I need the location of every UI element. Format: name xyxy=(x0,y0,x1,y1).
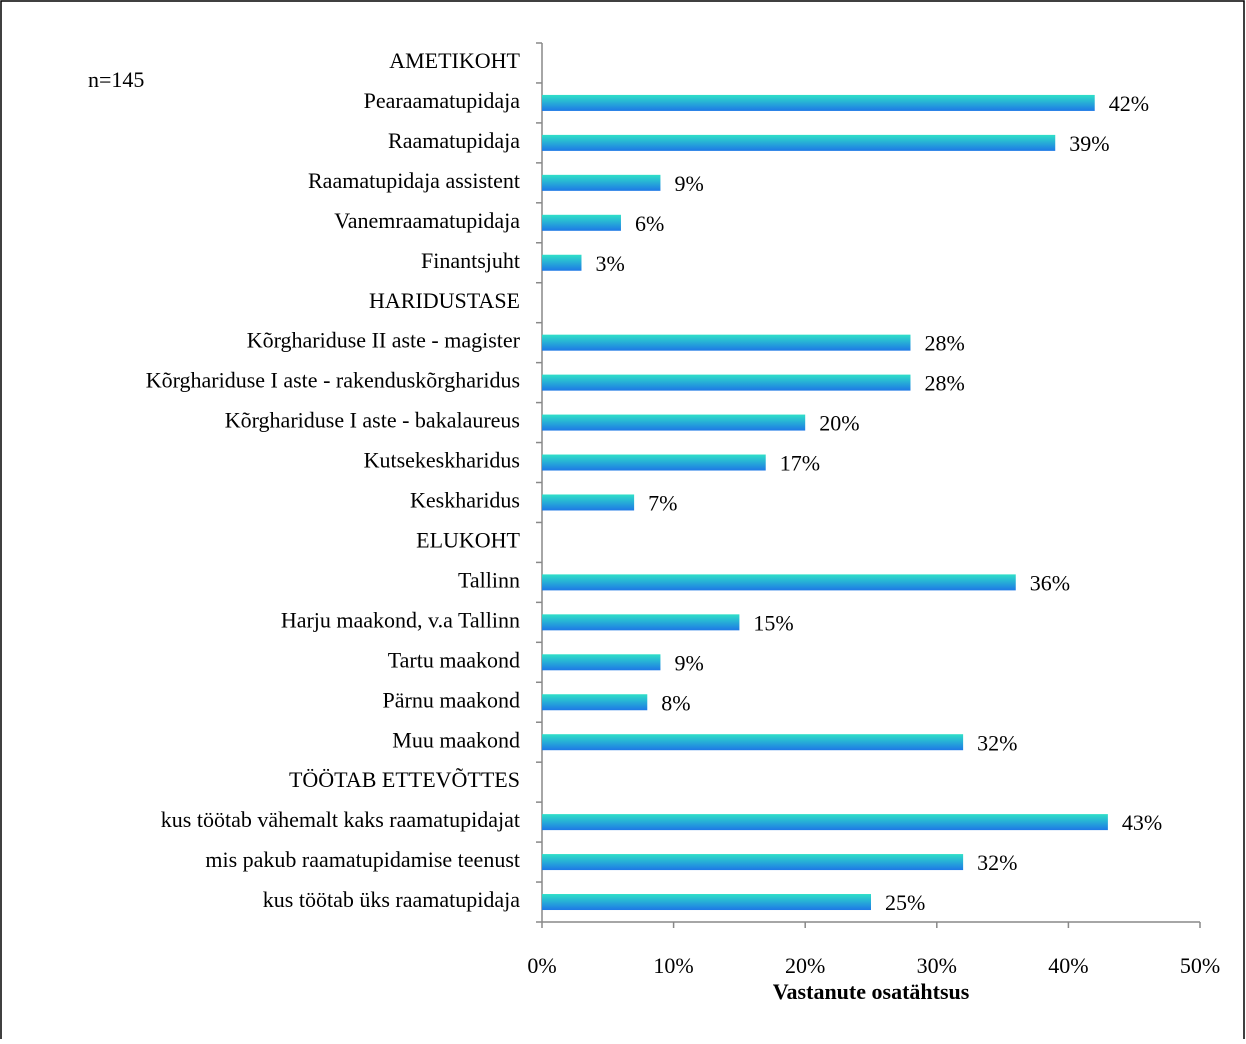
data-label: 32% xyxy=(977,730,1017,755)
bar xyxy=(542,614,740,631)
data-label: 3% xyxy=(595,251,624,276)
data-label: 9% xyxy=(674,171,703,196)
data-label: 17% xyxy=(780,451,820,476)
data-label: 20% xyxy=(819,411,859,436)
y-tick-label: kus töötab vähemalt kaks raamatupidajat xyxy=(161,807,520,832)
bar xyxy=(542,454,766,471)
bar xyxy=(542,214,621,231)
y-tick-label: TÖÖTAB ETTEVÕTTES xyxy=(289,767,520,792)
data-label: 32% xyxy=(977,850,1017,875)
y-tick-label: HARIDUSTASE xyxy=(369,288,520,313)
x-tick-label: 10% xyxy=(653,953,693,978)
data-label: 28% xyxy=(924,331,964,356)
bar xyxy=(542,94,1095,111)
data-label: 8% xyxy=(661,690,690,715)
data-label: 25% xyxy=(885,890,925,915)
x-tick-label: 0% xyxy=(527,953,556,978)
y-tick-label: Harju maakond, v.a Tallinn xyxy=(281,607,520,632)
data-label: 36% xyxy=(1030,570,1070,595)
x-tick-label: 20% xyxy=(785,953,825,978)
y-tick-label: Kõrghariduse I aste - rakenduskõrgharidu… xyxy=(146,368,520,393)
bar xyxy=(542,494,635,511)
data-label: 28% xyxy=(924,371,964,396)
y-tick-label: ELUKOHT xyxy=(416,527,520,552)
x-axis-label: Vastanute osatähtsus xyxy=(773,979,970,1004)
bar xyxy=(542,134,1056,151)
bar xyxy=(542,174,661,191)
bar xyxy=(542,854,964,871)
bar xyxy=(542,694,648,711)
bar xyxy=(542,574,1016,591)
y-tick-label: Raamatupidaja xyxy=(388,128,520,153)
bar xyxy=(542,654,661,671)
y-tick-label: Kõrghariduse II aste - magister xyxy=(247,328,521,353)
y-tick-label: Finantsjuht xyxy=(421,248,520,273)
data-label: 39% xyxy=(1069,131,1109,156)
data-label: 42% xyxy=(1109,91,1149,116)
bar xyxy=(542,814,1108,831)
y-tick-label: Kõrghariduse I aste - bakalaureus xyxy=(225,408,520,433)
y-tick-label: mis pakub raamatupidamise teenust xyxy=(205,847,520,872)
y-tick-label: Pearaamatupidaja xyxy=(364,88,521,113)
data-label: 15% xyxy=(753,610,793,635)
y-tick-label: Keskharidus xyxy=(410,488,520,513)
y-tick-label: Vanemraamatupidaja xyxy=(334,208,520,233)
annotation: n=145 xyxy=(88,67,144,92)
y-tick-label: AMETIKOHT xyxy=(389,48,520,73)
y-tick-label: Raamatupidaja assistent xyxy=(308,168,520,193)
x-tick-label: 50% xyxy=(1180,953,1220,978)
y-tick-label: Tartu maakond xyxy=(388,647,520,672)
y-tick-label: Pärnu maakond xyxy=(383,687,520,712)
data-label: 7% xyxy=(648,491,677,516)
y-tick-label: Kutsekeskharidus xyxy=(364,448,520,473)
bar xyxy=(542,894,871,911)
bar xyxy=(542,414,806,431)
data-label: 43% xyxy=(1122,810,1162,835)
x-tick-label: 40% xyxy=(1048,953,1088,978)
x-tick-label: 30% xyxy=(917,953,957,978)
y-tick-label: Muu maakond xyxy=(392,727,520,752)
y-tick-label: kus töötab üks raamatupidaja xyxy=(263,887,520,912)
bar xyxy=(542,334,911,351)
bar xyxy=(542,254,582,271)
data-label: 6% xyxy=(635,211,664,236)
bar xyxy=(542,374,911,391)
y-tick-label: Tallinn xyxy=(458,567,520,592)
bar xyxy=(542,734,964,751)
data-label: 9% xyxy=(674,650,703,675)
